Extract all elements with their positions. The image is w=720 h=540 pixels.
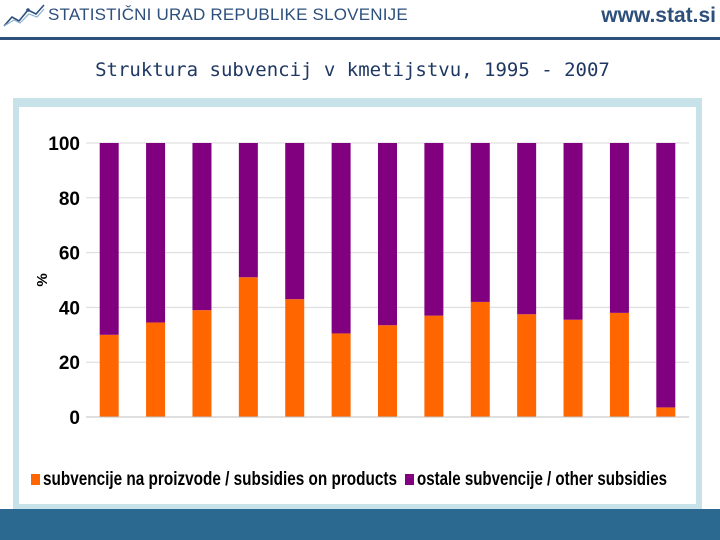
- bar-other-subsidies: [378, 143, 397, 326]
- header-divider: [0, 37, 720, 40]
- y-tick-label: 40: [59, 298, 80, 319]
- bar-other-subsidies: [285, 143, 305, 300]
- bar-other-subsidies: [192, 143, 212, 311]
- bar-subsidies-on-products: [192, 310, 212, 417]
- bar-other-subsidies: [609, 143, 629, 313]
- y-tick-label: 20: [59, 353, 80, 374]
- bar-other-subsidies: [563, 143, 583, 320]
- bar-subsidies-on-products: [331, 333, 351, 417]
- bar-other-subsidies: [99, 143, 119, 335]
- bar-other-subsidies: [331, 143, 351, 334]
- legend-label: ostale subvencije / other subsidies: [417, 469, 667, 490]
- stacked-bar-chart: 0 20 40 60 80 100% subvencije na proizvode / s…: [31, 134, 689, 490]
- bar-subsidies-on-products: [378, 325, 397, 417]
- org-name: STATISTIČNI URAD REPUBLIKE SLOVENIJE: [48, 5, 408, 24]
- legend-swatch: [31, 474, 40, 485]
- bar-subsidies-on-products: [146, 322, 166, 417]
- page-title: Struktura subvencij v kmetijstvu, 1995 -…: [95, 59, 610, 81]
- legend-swatch: [405, 474, 414, 485]
- bar-other-subsidies: [470, 143, 490, 302]
- site-url[interactable]: www.stat.si: [601, 4, 716, 27]
- bar-other-subsidies: [517, 143, 537, 315]
- y-tick-label: 80: [59, 189, 80, 210]
- bar-other-subsidies: [238, 143, 258, 278]
- bar-subsidies-on-products: [517, 314, 537, 417]
- bar-subsidies-on-products: [563, 319, 583, 417]
- y-axis-label: %: [34, 273, 51, 286]
- bar-other-subsidies: [656, 143, 676, 408]
- y-tick-label: 60: [59, 244, 80, 265]
- bar-other-subsidies: [146, 143, 166, 323]
- bar-subsidies-on-products: [99, 334, 119, 417]
- bar-subsidies-on-products: [285, 299, 305, 417]
- footer-band: [0, 509, 720, 540]
- legend-label: subvencije na proizvode / subsidies on p…: [43, 469, 397, 490]
- bar-subsidies-on-products: [656, 407, 676, 417]
- bar-other-subsidies: [424, 143, 444, 316]
- chart-panel: 0 20 40 60 80 100% subvencije na proizvode / s…: [19, 107, 696, 504]
- bar-subsidies-on-products: [609, 312, 629, 417]
- y-tick-label: 0: [69, 408, 80, 429]
- bar-subsidies-on-products: [470, 301, 490, 417]
- sursi-logo-icon: [2, 2, 46, 28]
- y-tick-label: 100: [48, 134, 80, 155]
- bar-subsidies-on-products: [424, 315, 444, 417]
- bar-subsidies-on-products: [238, 277, 258, 417]
- header: STATISTIČNI URAD REPUBLIKE SLOVENIJE www…: [0, 0, 720, 40]
